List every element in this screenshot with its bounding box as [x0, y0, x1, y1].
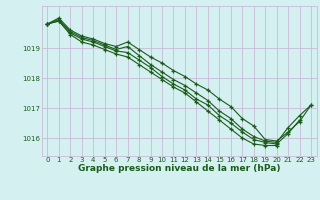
X-axis label: Graphe pression niveau de la mer (hPa): Graphe pression niveau de la mer (hPa) — [78, 164, 280, 173]
